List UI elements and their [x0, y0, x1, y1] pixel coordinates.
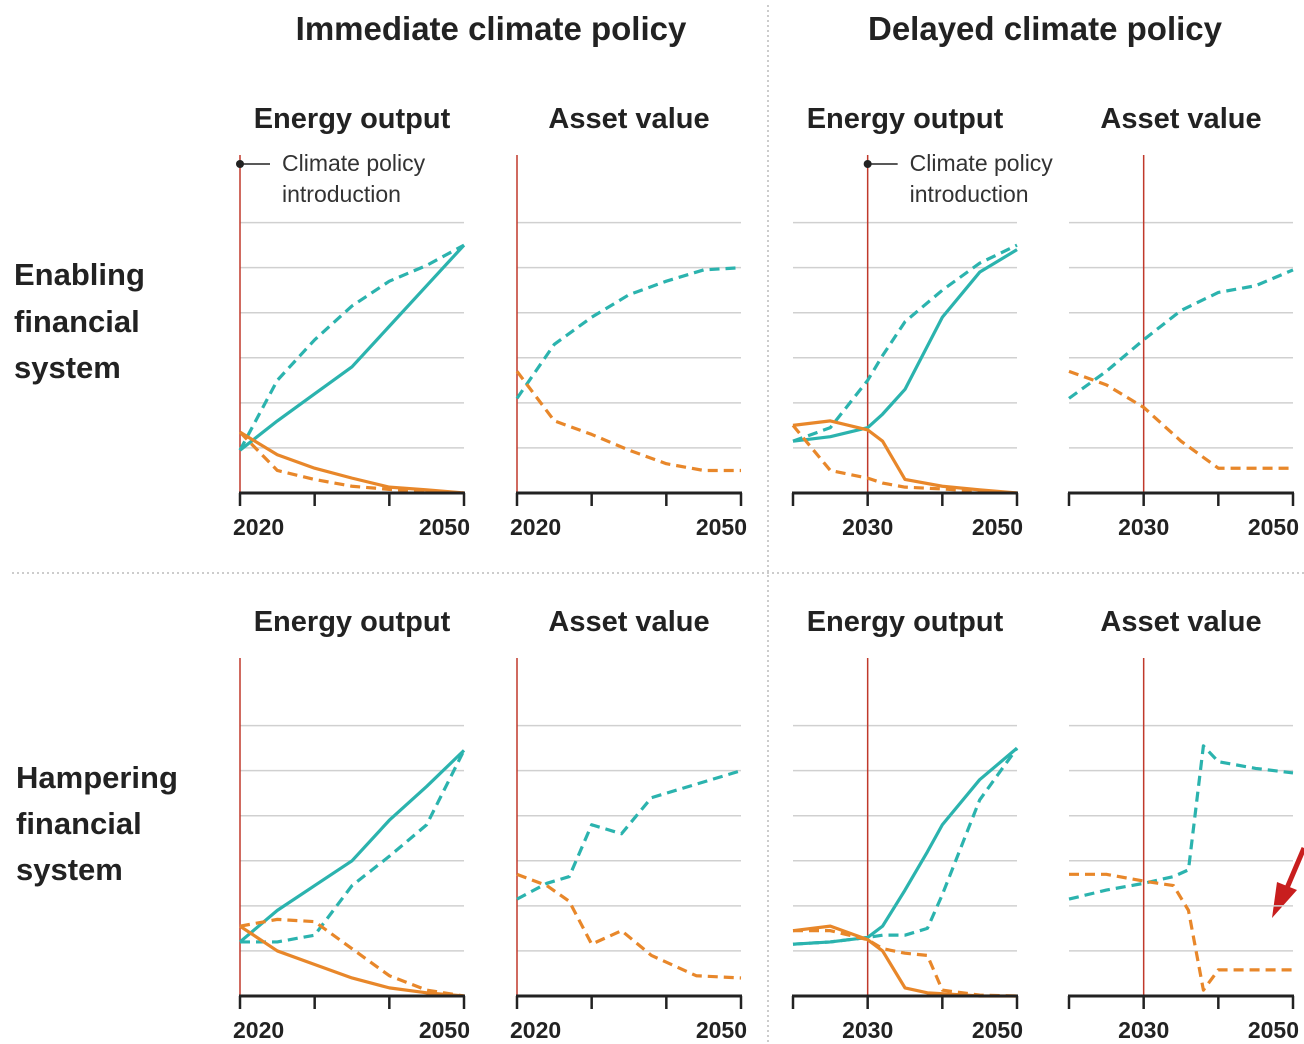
series-line: [1068, 369, 1293, 470]
x-tick-label: 2050: [419, 1017, 470, 1043]
series-line: [792, 746, 1019, 946]
series-line: [516, 769, 742, 901]
x-tick-label: 2050: [696, 514, 747, 540]
arrow: [1272, 847, 1304, 918]
column-header: Immediate climate policy: [296, 10, 687, 47]
x-tick-label: 2050: [972, 1017, 1023, 1043]
x-tick-label: 2050: [419, 514, 470, 540]
series-line: [515, 266, 742, 400]
panel-title: Asset value: [548, 606, 709, 638]
series-line: [793, 929, 1018, 998]
series-line: [239, 924, 465, 998]
x-tick-label: 2030: [1118, 514, 1169, 540]
series-line: [238, 431, 465, 495]
series-line: [239, 917, 465, 998]
row-label: financial: [14, 304, 140, 339]
series-line: [515, 370, 741, 473]
series-line: [792, 747, 1019, 946]
x-tick-label: 2030: [842, 514, 893, 540]
x-tick-label: 2030: [1118, 1017, 1169, 1043]
series-line: [239, 244, 466, 452]
annotation: introduction: [282, 181, 401, 207]
series-line: [1068, 268, 1294, 400]
column-header: Delayed climate policy: [868, 10, 1223, 47]
x-tick-label: 2030: [842, 1017, 893, 1043]
series-line: [240, 749, 466, 944]
panel-title: Energy output: [807, 103, 1004, 135]
annotation: Climate policy: [910, 150, 1054, 176]
x-tick-label: 2020: [233, 1017, 284, 1043]
x-tick-label: 2020: [233, 514, 284, 540]
row-label: Hampering: [16, 760, 178, 795]
series-line: [1068, 744, 1294, 901]
series-line: [1069, 872, 1293, 992]
annotation: introduction: [910, 181, 1029, 207]
x-tick-label: 2020: [510, 514, 561, 540]
x-tick-label: 2050: [1248, 514, 1299, 540]
row-label: system: [14, 350, 121, 385]
panel-title: Energy output: [807, 606, 1004, 638]
series-line: [516, 872, 742, 980]
series-line: [792, 248, 1018, 443]
series-line: [792, 243, 1018, 443]
series-line: [791, 424, 1018, 495]
x-tick-label: 2020: [510, 1017, 561, 1043]
x-tick-label: 2050: [1248, 1017, 1299, 1043]
series-line: [238, 243, 465, 451]
panel-title: Asset value: [548, 103, 709, 135]
series-line: [238, 749, 466, 944]
series-line: [239, 430, 465, 495]
panel-title: Asset value: [1100, 606, 1261, 638]
x-tick-label: 2050: [972, 514, 1023, 540]
panel-title: Energy output: [254, 606, 451, 638]
series-line: [792, 419, 1018, 495]
row-label: system: [16, 852, 123, 887]
x-tick-label: 2050: [696, 1017, 747, 1043]
panel-title: Asset value: [1100, 103, 1261, 135]
row-label: financial: [16, 806, 142, 841]
annotation: Climate policy: [282, 150, 426, 176]
panel-title: Energy output: [254, 103, 451, 135]
row-label: Enabling: [14, 257, 145, 292]
